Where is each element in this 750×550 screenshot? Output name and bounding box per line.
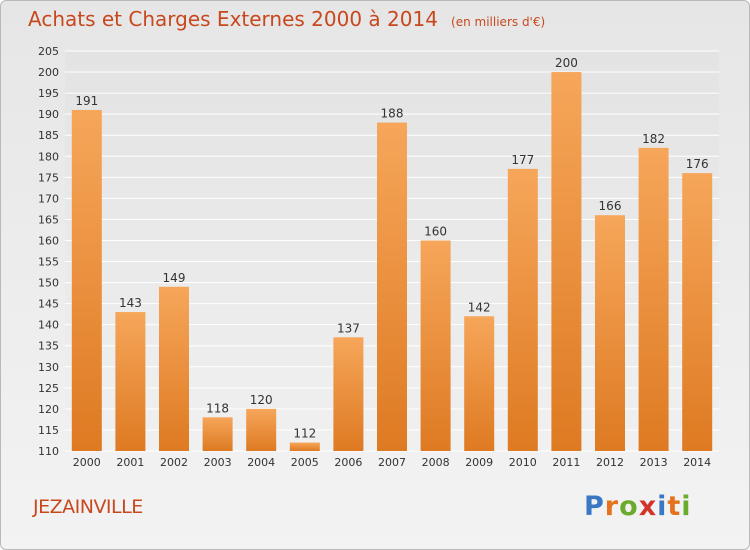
bar-2005 — [289, 442, 320, 451]
bar-value-label: 160 — [424, 224, 447, 238]
bar-value-label: 188 — [381, 107, 404, 121]
y-tick-label: 150 — [38, 277, 59, 290]
bar-2004 — [246, 408, 277, 451]
x-tick-label: 2009 — [465, 456, 493, 469]
y-tick-label: 110 — [38, 445, 59, 458]
y-tick-label: 165 — [38, 213, 59, 226]
bars: 191 143 149 118 120 112 137 188 160 142 177 200 166 1… — [71, 56, 713, 452]
bar-2003 — [202, 417, 233, 451]
x-tick-label: 2005 — [291, 456, 319, 469]
bar-value-label: 177 — [511, 153, 534, 167]
y-tick-label: 205 — [38, 45, 59, 58]
bar-2007 — [377, 122, 407, 451]
y-tick-label: 155 — [38, 256, 59, 269]
bar-value-label: 137 — [337, 321, 360, 335]
bar-value-label: 176 — [686, 157, 709, 171]
y-tick-label: 145 — [38, 298, 59, 311]
bar-value-label: 191 — [75, 94, 98, 108]
bar-2002 — [159, 286, 189, 451]
y-axis-ticks: 110 115 120 125 130 135 140 145 150 155 160 165 170 1… — [38, 45, 59, 458]
x-axis-ticks: 2000 2001 2002 2003 2004 2005 2006 2007 2008 2009… — [73, 456, 711, 469]
x-tick-label: 2014 — [683, 456, 711, 469]
y-tick-label: 195 — [38, 87, 59, 100]
x-tick-label: 2000 — [73, 456, 101, 469]
bar-2011 — [551, 72, 582, 451]
y-tick-label: 160 — [38, 234, 59, 247]
bar-value-label: 149 — [163, 271, 186, 285]
bar-2014 — [682, 173, 713, 451]
chart-title: Achats et Charges Externes 2000 à 2014 (… — [28, 7, 545, 31]
proxiti-logo[interactable]: Proxiti — [584, 491, 692, 522]
bar-2012 — [595, 215, 625, 451]
y-tick-label: 125 — [38, 382, 59, 395]
bar-2001 — [115, 312, 146, 451]
x-tick-label: 2012 — [596, 456, 624, 469]
y-tick-label: 135 — [38, 340, 59, 353]
y-tick-label: 185 — [38, 129, 59, 142]
x-tick-label: 2001 — [116, 456, 144, 469]
y-tick-label: 115 — [38, 424, 59, 437]
bar-value-label: 200 — [555, 56, 578, 70]
y-tick-label: 175 — [38, 171, 59, 184]
y-tick-label: 170 — [38, 192, 59, 205]
title-text: Achats et Charges Externes 2000 à 2014 — [28, 7, 438, 31]
bar-value-label: 166 — [599, 199, 622, 213]
bar-value-label: 112 — [293, 427, 316, 441]
bar-value-label: 142 — [468, 300, 491, 314]
x-tick-label: 2013 — [640, 456, 668, 469]
x-tick-label: 2002 — [160, 456, 188, 469]
bar-2009 — [464, 316, 495, 451]
bar-value-label: 182 — [642, 132, 665, 146]
bar-2006 — [333, 337, 364, 451]
bar-value-label: 118 — [206, 401, 229, 415]
commune-name: JEZAINVILLE — [33, 496, 143, 518]
bar-2000 — [71, 109, 102, 452]
y-tick-label: 140 — [38, 319, 59, 332]
x-tick-label: 2004 — [247, 456, 275, 469]
bar-2008 — [420, 240, 451, 451]
bar-2013 — [638, 147, 669, 451]
x-tick-label: 2011 — [552, 456, 580, 469]
x-tick-label: 2007 — [378, 456, 406, 469]
x-tick-label: 2010 — [509, 456, 537, 469]
y-tick-label: 200 — [38, 66, 59, 79]
y-tick-label: 180 — [38, 150, 59, 163]
bar-value-label: 143 — [119, 296, 142, 310]
x-tick-label: 2003 — [204, 456, 232, 469]
x-tick-label: 2008 — [422, 456, 450, 469]
y-tick-label: 120 — [38, 403, 59, 416]
y-tick-label: 130 — [38, 361, 59, 374]
x-tick-label: 2006 — [334, 456, 362, 469]
bar-2010 — [507, 168, 538, 452]
y-tick-label: 190 — [38, 108, 59, 121]
unit-text: (en milliers d'€) — [451, 15, 546, 29]
bar-value-label: 120 — [250, 393, 273, 407]
